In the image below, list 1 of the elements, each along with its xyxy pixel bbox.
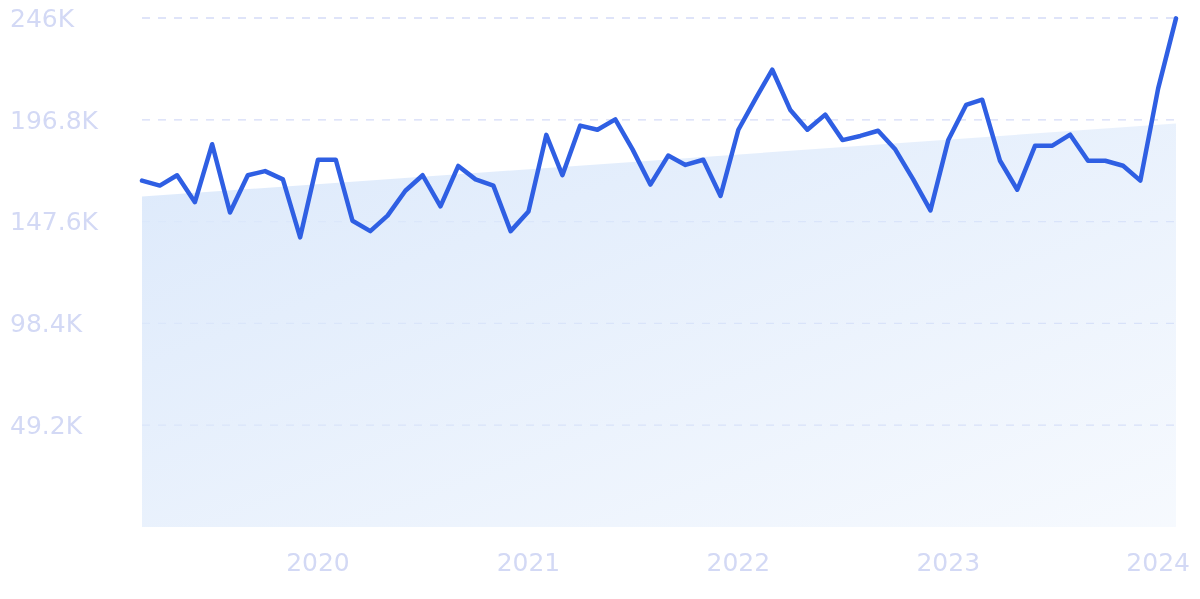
line-series: [139, 16, 1179, 240]
